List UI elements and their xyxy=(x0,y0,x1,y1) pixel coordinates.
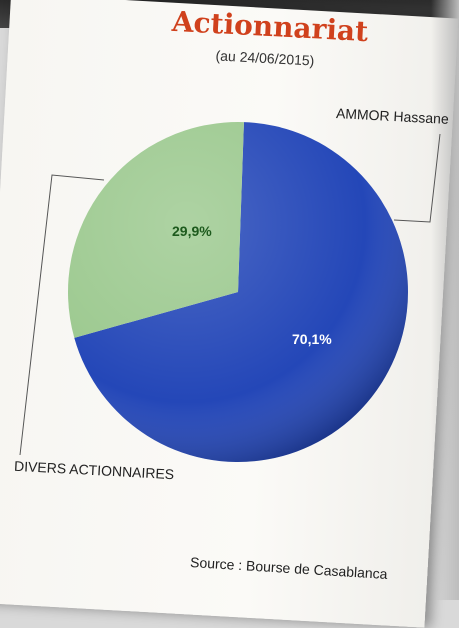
leader-line-divers xyxy=(19,174,105,456)
slice-label-ammor: 70,1% xyxy=(292,331,332,347)
pie-chart: 29,9% 70,1% xyxy=(19,121,441,462)
pie-shading xyxy=(68,122,408,462)
leader-line-ammor xyxy=(393,133,441,223)
slice-label-divers: 29,9% xyxy=(172,223,212,239)
page-edge-shadow xyxy=(431,0,459,600)
